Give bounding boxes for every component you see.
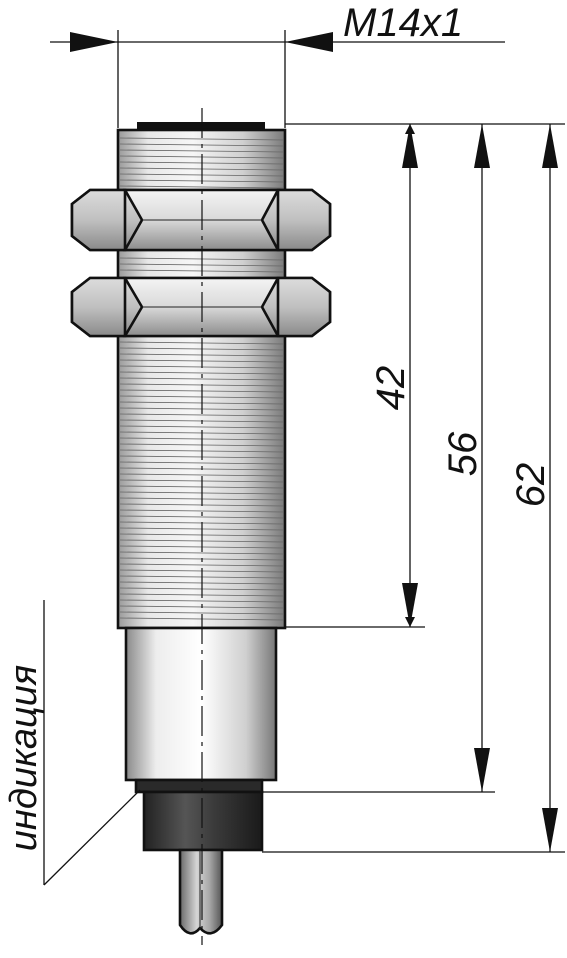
thread-line bbox=[119, 425, 284, 429]
thread-line bbox=[119, 515, 284, 519]
cable-gland bbox=[142, 790, 264, 852]
thread-line bbox=[119, 509, 284, 513]
thread-line bbox=[119, 563, 284, 567]
indicator-label: индикация bbox=[3, 665, 45, 851]
thread-arrow-right bbox=[285, 32, 333, 52]
dimension-42: 42 bbox=[369, 124, 418, 627]
dim-label-62: 62 bbox=[509, 463, 553, 508]
thread-line bbox=[119, 137, 284, 141]
thread-line bbox=[119, 473, 284, 477]
thread-line bbox=[119, 611, 284, 615]
dimension-56: 56 bbox=[441, 124, 490, 792]
thread-line bbox=[119, 413, 284, 417]
thread-line bbox=[119, 371, 284, 375]
thread-line bbox=[119, 551, 284, 555]
cable bbox=[178, 848, 224, 935]
thread-arrow-left bbox=[70, 32, 118, 52]
rear-sleeve bbox=[124, 626, 278, 782]
thread-line bbox=[119, 461, 284, 465]
indicator-ring bbox=[134, 778, 264, 794]
nut-lower bbox=[70, 276, 332, 338]
dimension-62: 62 bbox=[509, 124, 558, 852]
thread-line bbox=[119, 377, 284, 381]
indicator-callout: индикация bbox=[3, 600, 141, 886]
thread-dimension: M14x1 bbox=[50, 1, 505, 128]
thread-label: M14x1 bbox=[343, 1, 463, 45]
dim-label-42: 42 bbox=[369, 366, 413, 411]
nut-upper bbox=[70, 188, 332, 252]
thread-line bbox=[119, 185, 284, 189]
indicator-leader-line bbox=[43, 789, 141, 886]
sensing-face bbox=[137, 122, 265, 132]
thread-line bbox=[119, 599, 284, 603]
thread-line bbox=[119, 149, 284, 153]
dim-label-56: 56 bbox=[441, 431, 485, 476]
